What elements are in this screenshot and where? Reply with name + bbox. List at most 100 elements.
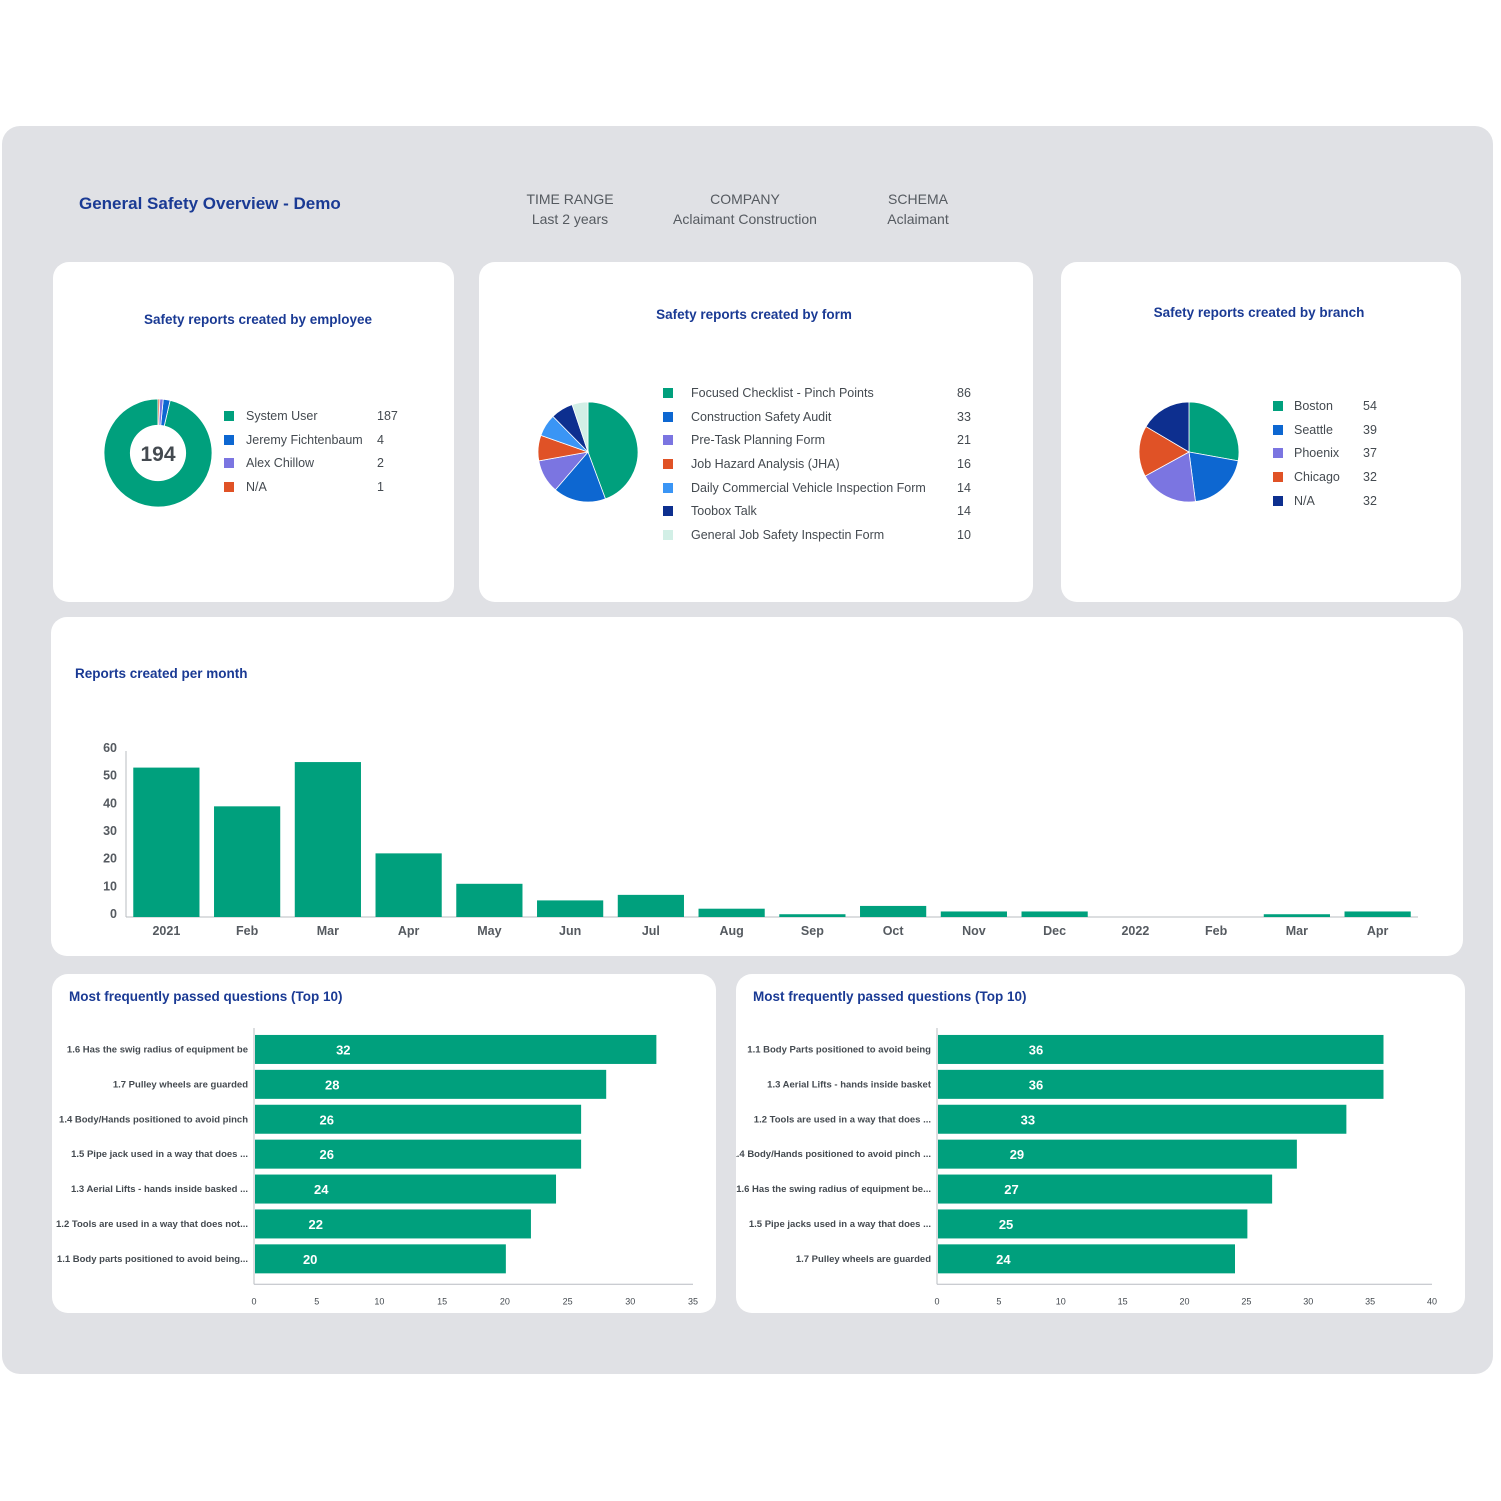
legend-item: N/A 1 <box>224 480 424 504</box>
questions-right-bar-chart: 1.1 Body Parts positioned to avoid being… <box>736 1028 1437 1306</box>
x-tick-label: 20 <box>1179 1296 1189 1306</box>
pie-slice[interactable] <box>1188 451 1239 503</box>
legend-value: 16 <box>957 457 971 472</box>
pie-slice[interactable] <box>587 401 639 500</box>
bar-value-label: 26 <box>320 1147 334 1162</box>
bar[interactable] <box>133 767 200 917</box>
x-tick-label: 2022 <box>1121 924 1149 938</box>
legend-label: Construction Safety Audit <box>691 409 832 424</box>
legend-swatch <box>663 411 673 422</box>
bar[interactable] <box>255 1139 582 1169</box>
bar-value-label: 36 <box>1029 1077 1043 1092</box>
bar[interactable] <box>698 908 765 917</box>
legend-value: 37 <box>1363 446 1377 461</box>
pie-slice[interactable] <box>571 401 589 453</box>
x-tick-label: 30 <box>1303 1296 1313 1306</box>
filter-value: Aclaimant <box>887 211 949 227</box>
bar[interactable] <box>294 762 361 917</box>
bar[interactable] <box>255 1174 557 1204</box>
legend-swatch <box>1273 401 1283 411</box>
bar[interactable] <box>1021 911 1088 917</box>
legend-item: Chicago 32 <box>1273 470 1423 494</box>
legend-item: Job Hazard Analysis (JHA) 16 <box>663 457 983 481</box>
category-label: 1.3 Aerial Lifts - hands inside basked .… <box>71 1184 248 1195</box>
questions-left-bar-chart: 1.6 Has the swig radius of equipment be 3… <box>56 1028 698 1306</box>
y-tick-label: 10 <box>103 879 117 893</box>
bar[interactable] <box>938 1104 1347 1134</box>
bar[interactable] <box>255 1069 607 1099</box>
legend-swatch <box>663 530 673 541</box>
bar-value-label: 26 <box>320 1112 334 1127</box>
bar-value-label: 29 <box>1010 1147 1024 1162</box>
x-tick-label: 0 <box>934 1296 939 1306</box>
bar[interactable] <box>214 806 281 917</box>
legend-value: 1 <box>377 480 384 495</box>
donut-center-total: 194 <box>140 443 175 466</box>
filter-value: Last 2 years <box>531 211 609 227</box>
bar[interactable] <box>938 1069 1384 1099</box>
card-reports-by-employee: Safety reports created by employee 194 S… <box>53 262 454 602</box>
x-tick-label: 2021 <box>152 924 180 938</box>
legend-label: Pre-Task Planning Form <box>691 433 826 448</box>
x-tick-label: 0 <box>251 1296 256 1306</box>
pie-slice[interactable] <box>1188 401 1240 462</box>
bar[interactable] <box>255 1104 582 1134</box>
legend-item: Focused Checklist - Pinch Points 86 <box>663 386 983 410</box>
y-tick-label: 20 <box>103 852 117 866</box>
bar[interactable] <box>938 1209 1248 1239</box>
legend-swatch <box>1273 424 1283 435</box>
y-tick-label: 40 <box>103 796 117 810</box>
x-tick-label: 35 <box>1365 1296 1375 1306</box>
bar-value-label: 36 <box>1029 1042 1043 1057</box>
pie-slice[interactable] <box>1144 451 1196 503</box>
bar[interactable] <box>940 911 1007 917</box>
bar[interactable] <box>938 1139 1297 1169</box>
bar[interactable] <box>938 1034 1384 1064</box>
bar[interactable] <box>617 894 684 917</box>
bar[interactable] <box>255 1209 531 1239</box>
filter-time-range[interactable]: TIME RANGE Last 2 years <box>510 189 630 229</box>
filter-schema[interactable]: SCHEMA Aclaimant <box>868 189 968 229</box>
x-tick-label: Sep <box>801 924 824 938</box>
bar-value-label: 32 <box>336 1042 350 1057</box>
bar[interactable] <box>456 883 523 917</box>
x-tick-label: 15 <box>437 1296 447 1306</box>
legend-value: 21 <box>957 433 971 448</box>
y-tick-label: 50 <box>103 769 117 783</box>
filter-value: Aclaimant Construction <box>673 211 817 227</box>
filter-company[interactable]: COMPANY Aclaimant Construction <box>664 189 826 229</box>
bar[interactable] <box>938 1174 1273 1204</box>
bar[interactable] <box>255 1244 506 1274</box>
bar[interactable] <box>938 1244 1235 1274</box>
legend-item: Phoenix 37 <box>1273 446 1423 470</box>
pie-slice[interactable] <box>1145 401 1190 453</box>
bar-value-label: 28 <box>325 1077 339 1092</box>
card-reports-by-branch: Safety reports created by branch Boston 5… <box>1061 262 1461 602</box>
bar-value-label: 25 <box>999 1217 1013 1232</box>
branch-pie-chart <box>1138 401 1240 503</box>
legend-label: Seattle <box>1294 422 1333 437</box>
bar[interactable] <box>255 1034 657 1064</box>
card-reports-by-form: Safety reports created by form Focused C… <box>479 262 1033 602</box>
legend-label: N/A <box>1294 493 1315 508</box>
category-label: 1.6 Has the swing radius of equipment be… <box>736 1184 931 1195</box>
bar[interactable] <box>1263 914 1330 917</box>
bar[interactable] <box>537 900 604 917</box>
legend-swatch <box>663 388 673 398</box>
bar[interactable] <box>779 914 846 917</box>
dashboard-title: General Safety Overview - Demo <box>79 194 341 213</box>
x-tick-label: 15 <box>1118 1296 1128 1306</box>
bar[interactable] <box>1344 911 1411 917</box>
pie-slice[interactable] <box>554 451 606 503</box>
y-tick-label: 30 <box>103 824 117 838</box>
filter-label: SCHEMA <box>888 191 948 207</box>
legend-label: Daily Commercial Vehicle Inspection Form <box>691 480 926 495</box>
category-label: 1.6 Has the swig radius of equipment be <box>67 1044 248 1055</box>
pie-slice[interactable] <box>1138 425 1190 477</box>
bar[interactable] <box>860 905 927 917</box>
legend-value: 33 <box>957 409 971 424</box>
x-tick-label: 30 <box>625 1296 635 1306</box>
bar[interactable] <box>375 853 442 917</box>
x-tick-label: Apr <box>398 924 420 938</box>
legend-label: Boston <box>1294 399 1333 413</box>
